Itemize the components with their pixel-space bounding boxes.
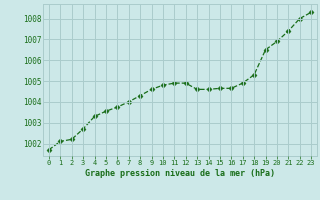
X-axis label: Graphe pression niveau de la mer (hPa): Graphe pression niveau de la mer (hPa) [85, 169, 275, 178]
